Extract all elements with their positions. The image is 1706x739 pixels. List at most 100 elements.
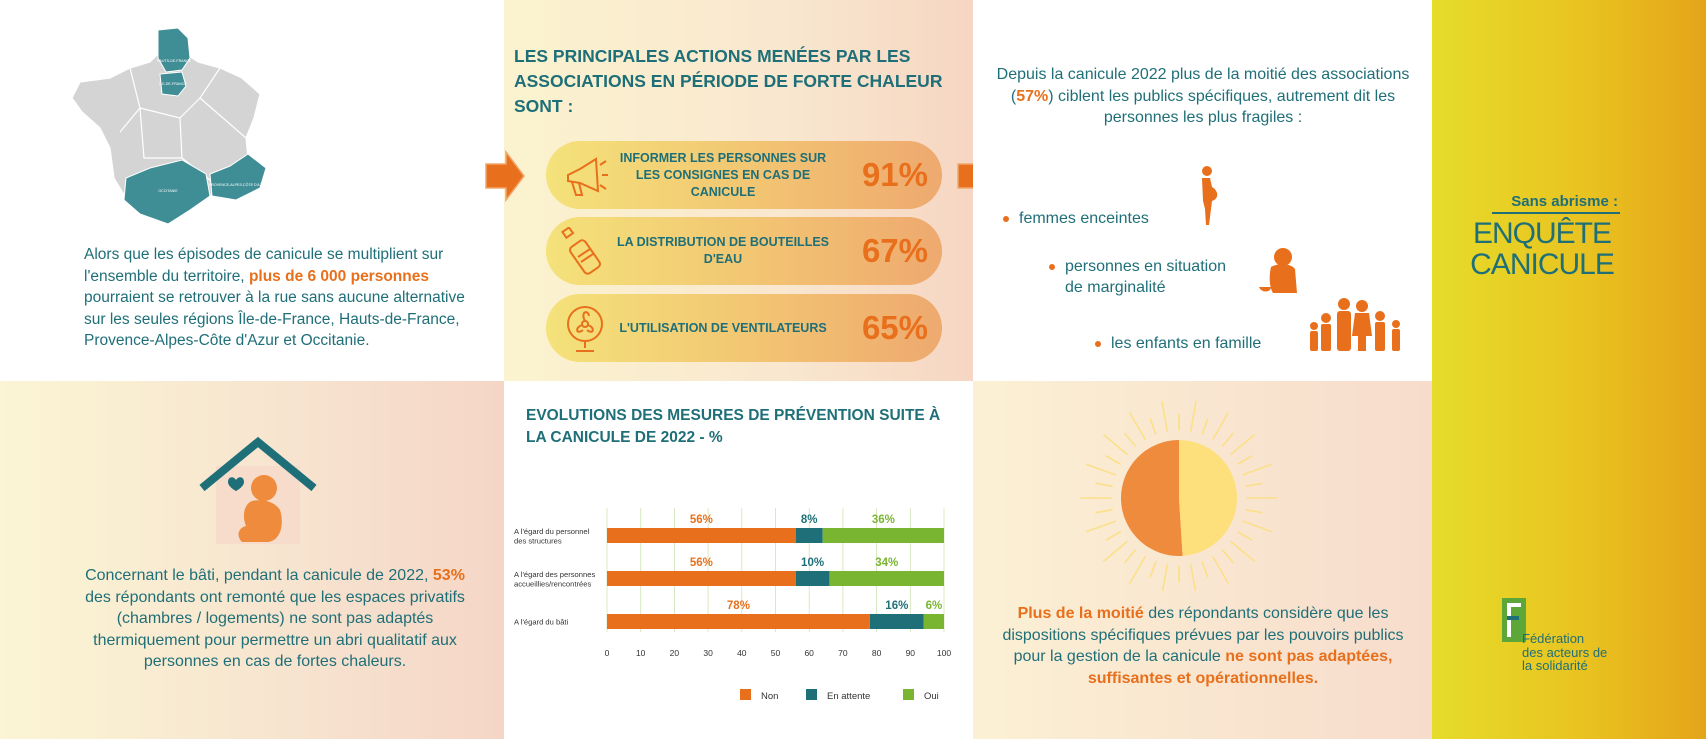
sun-ray [1095, 482, 1113, 487]
bar-segment-oui [829, 571, 944, 586]
sun-ray [1190, 400, 1197, 432]
federation-logo-icon [1502, 598, 1526, 642]
banner-title: ENQUÊTE CANICULE [1470, 217, 1615, 281]
building-text-part: Concernant le bâti, pendant la canicule … [85, 567, 433, 584]
france-map: HAUTS-DE-FRANCE ÎLE-DE-FRANCE OCCITANIE … [71, 28, 268, 225]
region-paca [209, 153, 267, 201]
actions-panel: LES PRINCIPALES ACTIONS MENÉES PAR LES A… [504, 0, 973, 381]
building-text-highlight: 53% [432, 567, 465, 584]
sun-ray [1201, 418, 1209, 435]
bar-segment-oui [822, 528, 944, 543]
banner-rule [1492, 212, 1620, 214]
bullet-text: personnes en situation de marginalité [1065, 258, 1226, 296]
data-label: 6% [926, 600, 943, 612]
chart-panel: EVOLUTIONS DES MESURES DE PRÉVENTION SUI… [504, 381, 973, 739]
action-label: LA DISTRIBUTION DE BOUTEILLES D'EAU [616, 235, 830, 266]
sun-text-part: des répondants considère que les disposi… [1002, 605, 1404, 665]
region-occitanie [123, 159, 211, 225]
map-panel: HAUTS-DE-FRANCE ÎLE-DE-FRANCE OCCITANIE … [0, 0, 504, 381]
legend-swatch [740, 689, 751, 700]
action-percentage: 67% [861, 232, 928, 269]
bar-segment-en-attente [795, 528, 823, 543]
map-label-idf: ÎLE-DE-FRANCE [158, 82, 187, 86]
water-bottle-icon [561, 227, 601, 275]
bullet-text: les enfants en famille [1111, 335, 1262, 352]
bar-segment-non [607, 614, 870, 629]
federation-name: Fédération des acteurs de la solidarité [1522, 632, 1662, 673]
action-percentage: 65% [861, 309, 928, 346]
sun-ray [1161, 400, 1168, 432]
stacked-bar-chart: 0 10 20 30 40 50 60 70 80 90 100 A l'égard du perso… [514, 508, 951, 702]
x-tick-label: 30 [703, 648, 713, 658]
x-tick-label: 80 [872, 648, 882, 658]
x-tick-label: 20 [670, 648, 680, 658]
legend-label: Oui [924, 691, 939, 702]
sun-text-highlight: ne sont pas adaptées, suffisantes et opé… [1087, 648, 1393, 687]
sun-ray [1230, 540, 1255, 562]
sun-ray [1105, 455, 1121, 465]
federation-name-line: des acteurs de [1522, 644, 1608, 660]
sun-ray [1201, 561, 1209, 578]
family-icon [1310, 298, 1400, 351]
bullet-dot [1095, 341, 1101, 347]
category-label: accueillies/rencontrées [514, 579, 591, 588]
legend-label: Non [761, 691, 778, 702]
federation-name-line: Fédération [1522, 631, 1585, 646]
x-tick-label: 40 [737, 648, 747, 658]
building-text: Concernant le bâti, pendant la canicule … [70, 565, 480, 673]
target-intro-part: ) ciblent les publics spécifiques, autre… [1048, 87, 1396, 127]
target-intro-highlight: 57% [1016, 87, 1049, 105]
bar-segment-en-attente [869, 614, 924, 629]
sun-ray [1245, 509, 1263, 514]
sun-text: Plus de la moitié des répondants considè… [993, 603, 1413, 689]
data-label: 8% [801, 514, 818, 526]
bar-segment-non [607, 571, 796, 586]
x-tick-label: 0 [605, 648, 610, 658]
target-bullet: femmes enceintes [1003, 208, 1219, 229]
target-panel: Depuis la canicule 2022 plus de la moiti… [973, 0, 1432, 381]
sun-text-highlight: Plus de la moitié [1017, 605, 1144, 622]
target-bullet: les enfants en famille [1095, 333, 1291, 354]
category-label: A l'égard des personnes [514, 570, 595, 579]
legend-label: En attente [827, 691, 870, 702]
legend-swatch [806, 689, 817, 700]
data-label: 56% [690, 557, 713, 569]
sun-ray [1190, 564, 1197, 591]
data-label: 78% [727, 600, 750, 612]
arrow-icon [485, 150, 525, 202]
sun-ray [1105, 531, 1121, 541]
sun-ray [1103, 540, 1128, 562]
legend-swatch [903, 689, 914, 700]
sun-ray [1221, 432, 1234, 447]
bullet-text: femmes enceintes [1019, 210, 1149, 227]
building-text-part: des répondants ont remonté que les espac… [85, 588, 465, 671]
fan-icon [567, 306, 603, 352]
category-label: des structures [514, 536, 562, 545]
category-label: A l'égard du personnel [514, 527, 590, 536]
sun-ray [1212, 412, 1229, 440]
map-label-occitanie: OCCITANIE [158, 189, 178, 193]
x-tick-label: 50 [771, 648, 781, 658]
data-label: 36% [872, 514, 895, 526]
map-description: Alors que les épisodes de canicule se mu… [84, 244, 489, 352]
action-card: INFORMER LES PERSONNES SUR LES CONSIGNES… [546, 141, 942, 209]
bullet-dot [1003, 216, 1009, 222]
action-percentage: 91% [861, 156, 928, 193]
map-label-paca: PROVENCE-ALPES-CÔTE D'AZUR [209, 182, 268, 187]
action-card: L'UTILISATION DE VENTILATEURS 65% [546, 294, 942, 362]
bullet-dot [1049, 264, 1055, 270]
sun-panel: Plus de la moitié des répondants considè… [973, 381, 1432, 739]
map-text-part: pourraient se retrouver à la rue sans au… [84, 289, 465, 349]
x-tick-label: 70 [838, 648, 848, 658]
sun-ray [1149, 561, 1157, 578]
bar-segment-non [607, 528, 796, 543]
sun-ray [1129, 412, 1146, 440]
megaphone-icon [567, 157, 608, 196]
building-panel: Concernant le bâti, pendant la canicule … [0, 381, 504, 739]
sun-ray [1086, 463, 1116, 476]
sun-ray [1237, 531, 1253, 541]
action-card: LA DISTRIBUTION DE BOUTEILLES D'EAU 67% [546, 217, 942, 285]
x-tick-label: 90 [906, 648, 916, 658]
side-banner: Sans abrisme : ENQUÊTE CANICULE Fédérati… [1432, 0, 1706, 739]
chart-title: EVOLUTIONS DES MESURES DE PRÉVENTION SUI… [526, 407, 941, 446]
